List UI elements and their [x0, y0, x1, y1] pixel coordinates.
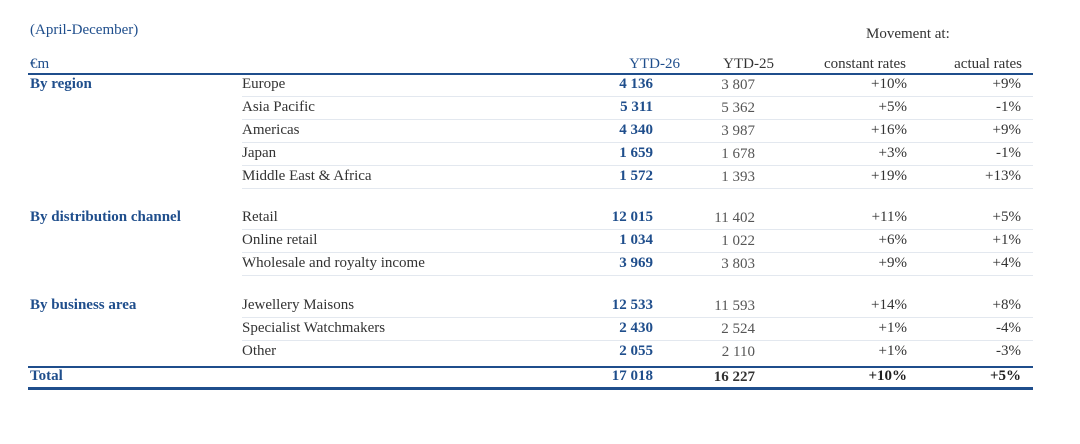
actual-rate-value: +4%	[992, 255, 1021, 271]
actual-rate-value: +9%	[992, 122, 1021, 138]
actual-rate-value: +8%	[992, 297, 1021, 313]
actual-rate-value: -3%	[996, 343, 1021, 359]
constant-rate-value: +19%	[871, 168, 907, 184]
total-top-rule	[28, 366, 1033, 368]
ytd26-value: 1 659	[619, 145, 653, 161]
row-separator	[242, 252, 1033, 253]
table-row: By business area Jewellery Maisons 12 53…	[28, 295, 1033, 318]
actual-rate-value: +1%	[992, 232, 1021, 248]
ytd26-value: 4 136	[619, 76, 653, 92]
constant-rate-value: +1%	[878, 343, 907, 359]
table-row: By distribution channel Retail 12 015 11…	[28, 207, 1033, 230]
ytd26-header: YTD-26	[629, 56, 680, 72]
constant-rate-value: +14%	[871, 297, 907, 313]
table-row: Japan 1 659 1 678 +3% -1%	[28, 143, 1033, 166]
row-separator	[242, 317, 1033, 318]
table-row: Americas 4 340 3 987 +16% +9%	[28, 120, 1033, 143]
table-row: Specialist Watchmakers 2 430 2 524 +1% -…	[28, 318, 1033, 341]
header-rule	[28, 73, 1033, 75]
ytd25-value: 11 402	[714, 210, 755, 226]
ytd25-value: 3 803	[721, 256, 755, 272]
section-label-channel: By distribution channel	[30, 209, 181, 225]
constant-rate-value: +1%	[878, 320, 907, 336]
ytd26-value: 5 311	[620, 99, 653, 115]
ytd26-value: 2 055	[619, 343, 653, 359]
ytd25-value: 5 362	[721, 100, 755, 116]
ytd26-value: 1 034	[619, 232, 653, 248]
actual-rate-value: +13%	[985, 168, 1021, 184]
section-label-business: By business area	[30, 297, 137, 313]
constant-rates-header: constant rates	[823, 56, 906, 72]
constant-rate-value: +3%	[878, 145, 907, 161]
ytd25-value: 1 393	[721, 169, 755, 185]
ytd25-value: 2 110	[721, 344, 755, 360]
total-label: Total	[30, 368, 63, 384]
constant-rate-value: +11%	[871, 209, 907, 225]
row-separator	[242, 119, 1033, 120]
total-ytd26-value: 17 018	[611, 368, 653, 384]
row-separator	[242, 96, 1033, 97]
ytd25-header: YTD-25	[723, 56, 774, 72]
total-actual-rate-value: +5%	[989, 368, 1021, 384]
actual-rate-value: +5%	[992, 209, 1021, 225]
row-separator	[242, 229, 1033, 230]
ytd26-value: 12 015	[611, 209, 653, 225]
row-separator	[242, 142, 1033, 143]
unit-header: €m	[30, 56, 50, 72]
ytd25-value: 3 987	[721, 123, 755, 139]
row-label: Asia Pacific	[242, 99, 315, 115]
table-row: By region Europe 4 136 3 807 +10% +9%	[28, 74, 1033, 97]
ytd25-value: 11 593	[714, 298, 755, 314]
row-separator	[242, 188, 1033, 189]
row-label: Specialist Watchmakers	[242, 320, 386, 336]
period-label: (April-December)	[30, 22, 139, 38]
constant-rate-value: +10%	[871, 76, 907, 92]
ytd25-value: 1 022	[721, 233, 755, 249]
movement-heading: Movement at:	[866, 26, 950, 42]
row-label: Europe	[242, 76, 286, 92]
constant-rate-value: +5%	[878, 99, 907, 115]
ytd26-value: 3 969	[619, 255, 653, 271]
row-separator	[242, 340, 1033, 341]
total-constant-rate-value: +10%	[868, 368, 907, 384]
row-label: Other	[242, 343, 277, 359]
row-label: Jewellery Maisons	[242, 297, 355, 313]
row-label: Retail	[242, 209, 278, 225]
table-row: Middle East & Africa 1 572 1 393 +19% +1…	[28, 166, 1033, 189]
ytd26-value: 1 572	[619, 168, 653, 184]
constant-rate-value: +16%	[871, 122, 907, 138]
ytd25-value: 1 678	[721, 146, 755, 162]
total-row: Total 17 018 16 227 +10% +5%	[28, 366, 1033, 389]
row-label: Online retail	[242, 232, 318, 248]
ytd26-value: 2 430	[619, 320, 653, 336]
row-label: Middle East & Africa	[242, 168, 372, 184]
table-row: Other 2 055 2 110 +1% -3%	[28, 341, 1033, 364]
table-row: Asia Pacific 5 311 5 362 +5% -1%	[28, 97, 1033, 120]
ytd25-value: 3 807	[721, 77, 755, 93]
total-ytd25-value: 16 227	[713, 369, 755, 385]
actual-rate-value: -1%	[996, 99, 1021, 115]
row-label: Wholesale and royalty income	[242, 255, 425, 271]
row-separator	[242, 165, 1033, 166]
constant-rate-value: +6%	[878, 232, 907, 248]
ytd25-value: 2 524	[721, 321, 755, 337]
section-label-region: By region	[30, 76, 92, 92]
row-label: Americas	[242, 122, 300, 138]
actual-rate-value: -4%	[996, 320, 1021, 336]
total-bottom-rule	[28, 387, 1033, 390]
ytd26-value: 4 340	[619, 122, 653, 138]
ytd26-value: 12 533	[611, 297, 653, 313]
row-separator	[242, 275, 1033, 276]
table-row: Wholesale and royalty income 3 969 3 803…	[28, 253, 1033, 276]
actual-rate-value: +9%	[992, 76, 1021, 92]
actual-rate-value: -1%	[996, 145, 1021, 161]
actual-rates-header: actual rates	[954, 56, 1022, 72]
constant-rate-value: +9%	[878, 255, 907, 271]
table-row: Online retail 1 034 1 022 +6% +1%	[28, 230, 1033, 253]
row-label: Japan	[242, 145, 277, 161]
